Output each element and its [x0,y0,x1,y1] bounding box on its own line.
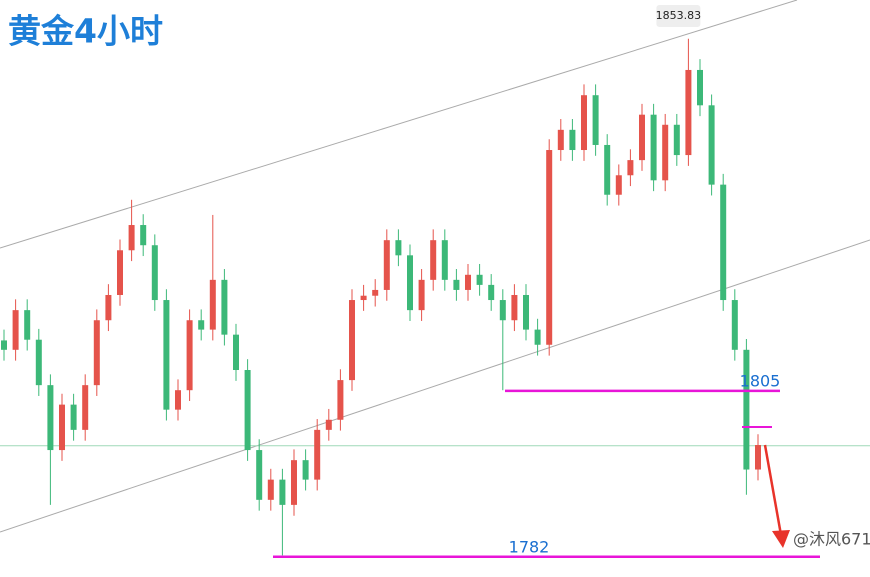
candle-body [349,300,355,381]
candle-body [360,295,367,301]
candle-body [82,385,89,430]
candle-body [221,279,228,335]
candle-body [35,339,42,386]
candle-body [128,225,135,251]
chart-title: 黄金4小时 [8,12,163,51]
candle-body [546,150,553,345]
candle-body [453,279,460,290]
candle-body [279,479,286,505]
candle-body [291,460,297,505]
candle-body [1,340,7,350]
candle-body [117,250,123,295]
candle-body [441,240,448,280]
candle-body [325,419,332,430]
candle-body [534,329,541,345]
candle-body [708,105,715,185]
candle-body [140,225,147,246]
candle-body [395,240,402,256]
candles [0,38,870,556]
candle-body [267,479,274,500]
high-label-box [656,5,701,27]
candle-body [569,129,576,151]
level-label: 1805 [740,371,781,390]
candle-body [430,240,437,280]
candle-body [163,300,170,410]
watermark: @沐风671 [793,530,870,549]
arrow-head [772,530,790,548]
candle-body [198,320,205,330]
candle-body [93,320,100,386]
candle-body [337,380,344,420]
candle-body [383,240,390,290]
candle-body [175,390,181,410]
candle-body [12,310,19,350]
candle-body [592,95,599,145]
candle-body [372,289,379,296]
candle-body [615,175,622,195]
candle-body [685,69,692,156]
candle-body [233,334,239,371]
candle-body [511,294,518,321]
candle-body [581,95,587,151]
candle-body [755,445,761,470]
candle-body [673,124,680,156]
channel-line [0,0,798,249]
candle-body [24,310,31,340]
candle-body [151,245,158,301]
candle-body [186,320,193,391]
candle-body [70,404,77,430]
high-label: 1853.83 [656,9,702,22]
candle-body [476,274,483,285]
candle-body [47,385,54,451]
candle-body [731,300,738,350]
candle-body [662,124,669,181]
candle-body [604,144,611,195]
arrow-shaft [763,444,783,536]
candle-body [314,429,321,480]
candle-body [302,460,309,480]
candle-body [697,69,703,106]
candle-body [407,255,413,311]
candle-body [465,274,471,290]
candle-body [650,114,657,181]
candle-body [209,279,216,330]
candle-body [627,160,634,176]
candle-body [418,279,425,311]
level-label: 1782 [509,537,550,556]
candle-body [720,184,727,301]
candle-body [639,114,645,161]
candle-body [557,129,564,151]
candle-body [256,450,263,500]
candle-body [59,404,65,451]
candle-body [244,370,251,451]
candle-body [105,294,112,321]
candle-body [499,300,506,321]
candle-body [743,349,750,470]
candle-body [488,284,495,301]
candle-body [523,294,529,330]
